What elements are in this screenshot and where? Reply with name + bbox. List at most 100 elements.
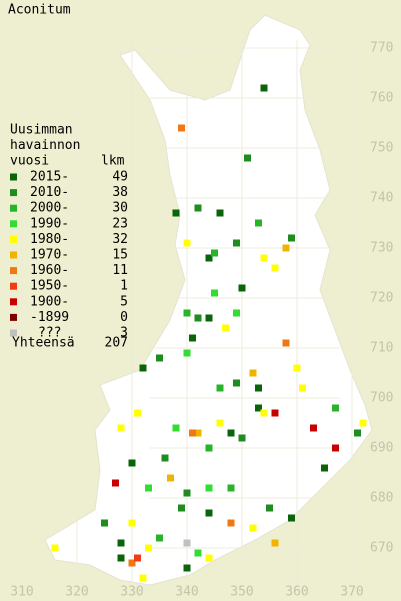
legend-label: 1960- xyxy=(30,263,69,278)
observation-cell xyxy=(194,314,202,322)
country-outline xyxy=(44,14,373,586)
x-tick-label: 330 xyxy=(120,585,143,600)
observation-cell xyxy=(156,534,163,542)
legend-heading: vuosi xyxy=(10,154,49,169)
legend-label: -1899 xyxy=(30,310,69,325)
legend-label: 1950- xyxy=(30,279,69,294)
observation-cell xyxy=(194,549,202,557)
observation-cell xyxy=(205,444,213,452)
observation-cell xyxy=(359,419,367,427)
y-tick-label: 730 xyxy=(370,241,393,256)
observation-cell xyxy=(227,429,235,437)
observation-cell xyxy=(354,429,361,437)
observation-cell xyxy=(117,539,125,547)
observation-cell xyxy=(161,454,169,462)
legend-swatch xyxy=(10,204,17,212)
legend-count: 5 xyxy=(120,294,128,309)
observation-cell xyxy=(117,424,125,432)
observation-cell xyxy=(172,424,180,432)
legend-swatch xyxy=(10,235,17,243)
total-count: 207 xyxy=(105,336,128,351)
observation-cell xyxy=(145,484,152,492)
observation-cell xyxy=(51,544,59,552)
x-tick-label: 350 xyxy=(230,585,253,600)
x-tick-label: 370 xyxy=(340,585,363,600)
observation-cell xyxy=(299,384,306,392)
observation-cell xyxy=(183,489,191,497)
observation-cell xyxy=(249,524,257,532)
legend-label: 1900- xyxy=(30,294,69,309)
observation-cell xyxy=(321,464,328,472)
y-tick-label: 760 xyxy=(370,91,393,106)
legend-swatch xyxy=(10,267,17,275)
observation-cell xyxy=(227,519,235,527)
legend-swatch xyxy=(10,282,17,290)
observation-cell xyxy=(145,544,152,552)
observation-cell xyxy=(227,484,235,492)
observation-cell xyxy=(178,504,185,512)
observation-cell xyxy=(112,479,119,487)
observation-cell xyxy=(189,429,196,437)
observation-cell xyxy=(134,554,141,562)
observation-cell xyxy=(172,209,180,217)
observation-cell xyxy=(205,314,213,322)
observation-cell xyxy=(310,424,317,432)
observation-cell xyxy=(205,254,213,262)
observation-cell xyxy=(238,434,246,442)
legend-count: 15 xyxy=(112,248,128,263)
legend-swatch xyxy=(10,298,17,306)
legend-label: ??? xyxy=(38,326,61,341)
total-label: Yhteensä xyxy=(12,336,75,351)
legend-swatch xyxy=(10,329,17,337)
observation-cell xyxy=(222,324,229,332)
observation-cell xyxy=(211,289,218,297)
legend-swatch xyxy=(10,251,17,259)
observation-cell xyxy=(183,239,191,247)
observation-cell xyxy=(167,474,174,482)
legend-heading: Uusimman xyxy=(10,123,73,138)
y-tick-label: 700 xyxy=(370,391,393,406)
legend-label: 1990- xyxy=(30,216,69,231)
legend-count: 1 xyxy=(120,279,128,294)
legend-count: 23 xyxy=(112,216,128,231)
observations xyxy=(51,84,367,582)
legend-count: 11 xyxy=(112,263,128,278)
observation-cell xyxy=(189,334,196,342)
legend-count: 49 xyxy=(112,170,128,185)
observation-cell xyxy=(216,384,224,392)
observation-cell xyxy=(238,284,246,292)
y-tick-label: 740 xyxy=(370,191,393,206)
legend-count: 3 xyxy=(120,326,128,341)
observation-cell xyxy=(288,514,295,522)
observation-cell xyxy=(255,219,262,227)
observation-cell xyxy=(117,554,125,562)
legend-swatch xyxy=(10,313,17,321)
observation-cell xyxy=(211,249,218,257)
x-tick-label: 360 xyxy=(285,585,308,600)
x-tick-label: 340 xyxy=(175,585,198,600)
observation-cell xyxy=(332,444,339,452)
observation-cell xyxy=(282,244,290,252)
legend-count: 30 xyxy=(112,201,128,216)
y-tick-label: 710 xyxy=(370,341,393,356)
observation-cell xyxy=(128,559,136,567)
observation-cell xyxy=(271,409,279,417)
observation-cell xyxy=(156,354,163,362)
legend-label: 1980- xyxy=(30,232,69,247)
observation-cell xyxy=(101,519,108,527)
legend-label: 2010- xyxy=(30,185,69,200)
observation-cell xyxy=(233,379,240,387)
y-tick-label: 670 xyxy=(370,541,393,556)
y-tick-label: 680 xyxy=(370,491,393,506)
observation-cell xyxy=(194,204,202,212)
legend-count: 38 xyxy=(112,185,128,200)
observation-cell xyxy=(216,209,224,217)
y-tick-label: 720 xyxy=(370,291,393,306)
observation-cell xyxy=(216,419,224,427)
observation-cell xyxy=(183,309,191,317)
observation-cell xyxy=(183,349,191,357)
observation-cell xyxy=(260,409,268,417)
observation-cell xyxy=(139,364,147,372)
